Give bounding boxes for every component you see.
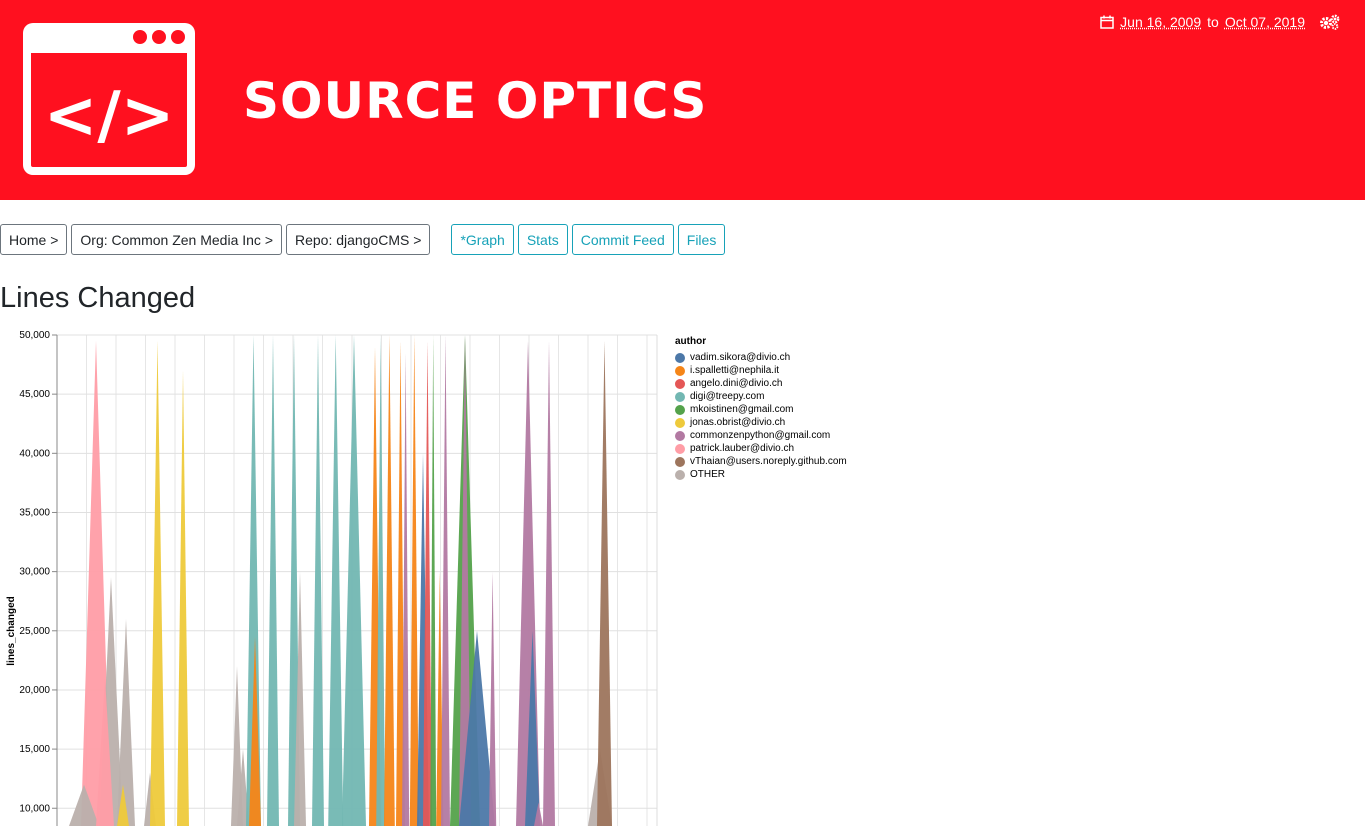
y-tick-label: 45,000 — [19, 389, 50, 400]
legend-item[interactable]: digi@treepy.com — [675, 390, 847, 403]
legend-label: i.spalletti@nephila.it — [690, 365, 780, 376]
header-banner: </> SOURCE OPTICS Jun 16, 2009 to Oct 07… — [0, 0, 1365, 200]
code-window-logo-icon: </> — [23, 23, 195, 175]
lines-changed-chart: 10,000 15,000 20,000 25,000 30,000 35,000 40,0… — [6, 330, 658, 826]
gears-icon[interactable] — [1319, 14, 1341, 30]
legend-label: vThaian@users.noreply.github.com — [690, 456, 847, 467]
area-spike — [534, 802, 543, 826]
y-tick-label: 40,000 — [19, 448, 50, 459]
area-spike — [237, 749, 249, 826]
date-to[interactable]: Oct 07, 2019 — [1224, 14, 1305, 30]
area-spike — [328, 335, 344, 826]
area-spike — [342, 335, 366, 826]
area-spike — [423, 340, 432, 826]
area-spike — [249, 636, 261, 826]
chart-legend: author vadim.sikora@divio.ch i.spalletti@… — [675, 336, 847, 481]
area-spike — [525, 630, 540, 826]
area-spike — [150, 340, 165, 826]
area-spike — [409, 335, 419, 826]
legend-label: mkoistinen@gmail.com — [690, 404, 794, 415]
area-spike — [117, 618, 135, 826]
y-tick-label: 30,000 — [19, 567, 50, 578]
legend-swatch — [675, 469, 685, 480]
legend-swatch — [675, 443, 685, 454]
brand-title[interactable]: SOURCE OPTICS — [243, 72, 708, 130]
area-spike — [459, 630, 495, 826]
legend-swatch — [675, 365, 685, 376]
legend-label: angelo.dini@divio.ch — [690, 378, 783, 389]
navigation-bar: Home > Org: Common Zen Media Inc > Repo:… — [0, 224, 729, 255]
tab-graph[interactable]: *Graph — [451, 224, 514, 255]
legend-item[interactable]: OTHER — [675, 468, 847, 481]
legend-label: vadim.sikora@divio.ch — [690, 352, 791, 363]
legend-swatch — [675, 456, 685, 467]
breadcrumb-home[interactable]: Home > — [0, 224, 68, 255]
y-tick-label: 15,000 — [19, 744, 50, 755]
y-tick-label: 50,000 — [19, 330, 50, 341]
area-spike — [177, 370, 189, 826]
area-spike — [376, 335, 386, 826]
legend-swatch — [675, 391, 685, 402]
svg-text:</>: </> — [44, 79, 175, 153]
area-spike — [294, 571, 306, 826]
area-spike — [489, 571, 497, 826]
legend-label: OTHER — [690, 469, 725, 480]
legend-item[interactable]: mkoistinen@gmail.com — [675, 403, 847, 416]
view-tabs: *Graph Stats Commit Feed Files — [451, 224, 729, 255]
legend-item[interactable]: commonzenpython@gmail.com — [675, 429, 847, 442]
area-spike — [96, 678, 114, 826]
legend-swatch — [675, 352, 685, 363]
area-spike — [246, 335, 261, 826]
area-spike — [396, 340, 405, 826]
breadcrumb-org[interactable]: Org: Common Zen Media Inc > — [71, 224, 282, 255]
legend-label: patrick.lauber@divio.ch — [690, 443, 795, 454]
area-spike — [543, 340, 555, 826]
y-tick-label: 25,000 — [19, 626, 50, 637]
date-range: Jun 16, 2009 to Oct 07, 2019 — [1100, 14, 1341, 30]
area-spike — [459, 335, 471, 826]
area-spike — [384, 335, 395, 826]
legend-swatch — [675, 417, 685, 428]
legend-label: jonas.obrist@divio.ch — [690, 417, 786, 428]
legend-label: commonzenpython@gmail.com — [690, 430, 831, 441]
area-spike — [231, 666, 243, 826]
legend-item[interactable]: vThaian@users.noreply.github.com — [675, 455, 847, 468]
area-spike — [267, 335, 279, 826]
legend-swatch — [675, 378, 685, 389]
y-tick-label: 35,000 — [19, 507, 50, 518]
date-from[interactable]: Jun 16, 2009 — [1120, 14, 1202, 30]
area-spike — [312, 335, 324, 826]
area-spike — [117, 784, 129, 826]
legend-swatch — [675, 430, 685, 441]
area-spike — [441, 335, 450, 826]
legend-item[interactable]: i.spalletti@nephila.it — [675, 364, 847, 377]
legend-item[interactable]: patrick.lauber@divio.ch — [675, 442, 847, 455]
calendar-icon — [1100, 15, 1114, 29]
tab-commit-feed[interactable]: Commit Feed — [571, 224, 674, 255]
breadcrumb-repo[interactable]: Repo: djangoCMS > — [286, 224, 431, 255]
tab-stats[interactable]: Stats — [517, 224, 568, 255]
area-spike — [402, 352, 410, 826]
area-spike — [69, 784, 99, 826]
legend-title: author — [675, 336, 707, 347]
area-spike — [430, 335, 437, 826]
legend-item[interactable]: jonas.obrist@divio.ch — [675, 416, 847, 429]
legend-item[interactable]: angelo.dini@divio.ch — [675, 377, 847, 390]
legend-item[interactable]: vadim.sikora@divio.ch — [675, 351, 847, 364]
legend-swatch — [675, 404, 685, 415]
tab-files[interactable]: Files — [677, 224, 726, 255]
page-title: Lines Changed — [0, 282, 196, 314]
legend-label: digi@treepy.com — [690, 391, 765, 402]
area-spike — [597, 340, 612, 826]
y-tick-label: 10,000 — [19, 803, 50, 814]
date-separator: to — [1207, 14, 1219, 30]
y-tick-label: 20,000 — [19, 685, 50, 696]
y-axis-label: lines_changed — [6, 596, 17, 665]
